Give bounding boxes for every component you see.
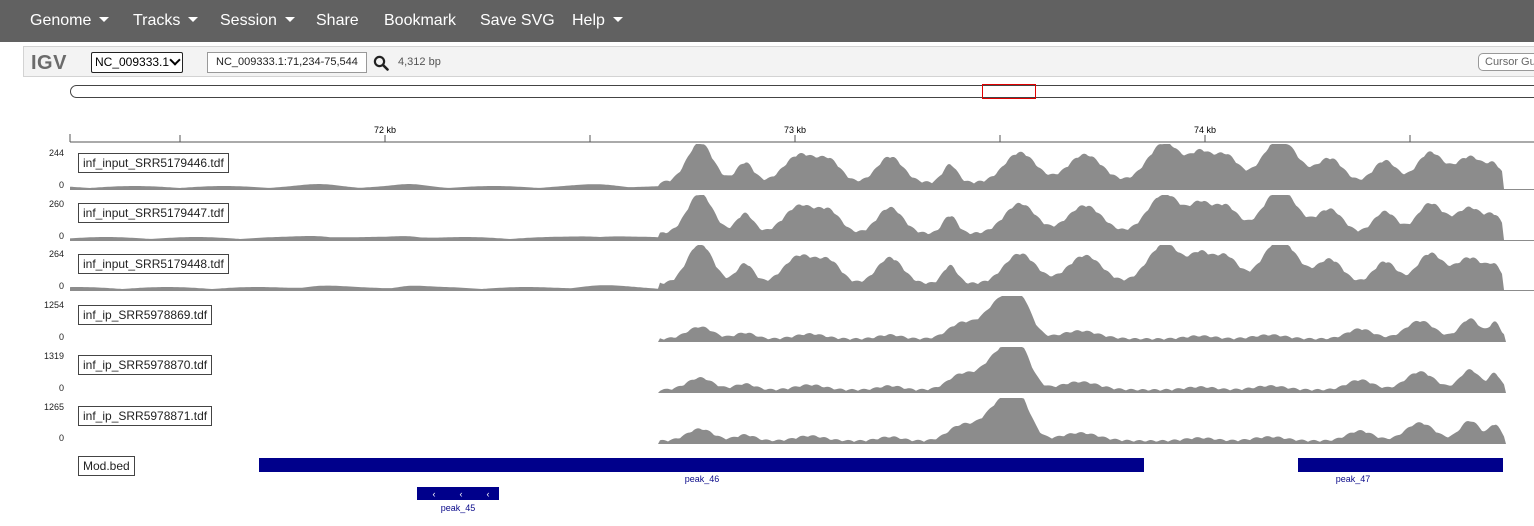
feature-peak-47[interactable] (1298, 458, 1503, 472)
menu-session-label: Session (220, 12, 277, 29)
menu-genome-label: Genome (30, 12, 92, 29)
ruler-label-72kb: 72 kb (374, 125, 396, 135)
coverage-area (70, 245, 1534, 291)
track-scale-min: 0 (58, 231, 64, 241)
track-scale-max: 1265 (43, 402, 64, 412)
chevron-down-icon (188, 17, 199, 22)
feature-peak-45[interactable] (417, 487, 499, 500)
menu-tracks[interactable]: Tracks (133, 0, 199, 42)
track-label-input-1[interactable]: inf_input_SRR5179446.tdf (78, 153, 229, 173)
coverage-track[interactable] (0, 191, 1534, 241)
coverage-area (70, 347, 1534, 393)
ruler-label-74kb: 74 kb (1194, 125, 1216, 135)
feature-label-peak-45: peak_45 (441, 503, 476, 513)
menu-bookmark[interactable]: Bookmark (384, 12, 457, 29)
coverage-area (70, 296, 1534, 342)
menu-genome[interactable]: Genome (30, 0, 110, 42)
track-label-ip-3[interactable]: inf_ip_SRR5978871.tdf (78, 406, 213, 426)
track-label-ip-2[interactable]: inf_ip_SRR5978870.tdf (78, 355, 213, 375)
track-scale-min: 0 (58, 281, 64, 291)
track-scale-min: 0 (58, 433, 64, 443)
chromosome-select[interactable]: NC_009333.1 (91, 52, 183, 73)
cursor-guide-button[interactable]: Cursor Guide (1478, 53, 1534, 71)
coverage-area (70, 144, 1534, 190)
bp-count: 4,312 bp (398, 56, 441, 68)
track-label-input-3[interactable]: inf_input_SRR5179448.tdf (78, 254, 229, 274)
track-label-input-2[interactable]: inf_input_SRR5179447.tdf (78, 203, 229, 223)
strand-arrow-icon: ‹ (433, 489, 436, 499)
chevron-down-icon (612, 17, 623, 22)
chromosome-ideogram[interactable] (70, 85, 1534, 98)
track-label-ip-1[interactable]: inf_ip_SRR5978869.tdf (78, 305, 213, 325)
menu-session[interactable]: Session (220, 0, 295, 42)
coverage-area (70, 398, 1534, 444)
current-region-box (982, 84, 1036, 99)
track-scale-max: 260 (48, 199, 64, 209)
chevron-down-icon (284, 17, 295, 22)
track-label-bed[interactable]: Mod.bed (78, 456, 135, 476)
track-scale-max: 244 (48, 148, 64, 158)
feature-label-peak-46: peak_46 (685, 474, 720, 484)
track-scale-max: 264 (48, 249, 64, 259)
menu-share[interactable]: Share (316, 12, 359, 29)
menu-tracks-label: Tracks (133, 12, 181, 29)
igv-logo: IGV (31, 52, 67, 74)
track-scale-min: 0 (58, 180, 64, 190)
menu-save-svg[interactable]: Save SVG (480, 12, 555, 29)
track-scale-max: 1319 (43, 351, 64, 361)
menu-help-label: Help (572, 12, 605, 29)
track-scale-min: 0 (58, 332, 64, 342)
locus-input[interactable]: NC_009333.1:71,234-75,544 (207, 52, 367, 73)
coverage-track[interactable] (0, 241, 1534, 291)
strand-arrow-icon: ‹ (460, 489, 463, 499)
chevron-down-icon (169, 54, 181, 66)
top-menu-bar: Genome Tracks Session Share Bookmark Sav… (0, 0, 1534, 42)
feature-peak-46[interactable] (259, 458, 1144, 472)
menu-help[interactable]: Help (572, 0, 623, 42)
bed-track: peak_46 peak_47 ‹ ‹ ‹ peak_45 (259, 458, 1503, 513)
chevron-down-icon (99, 17, 110, 22)
ruler-label-73kb: 73 kb (784, 125, 806, 135)
coverage-track[interactable] (0, 292, 1534, 342)
track-scale-min: 0 (58, 383, 64, 393)
search-icon[interactable] (373, 55, 389, 71)
coverage-track[interactable] (0, 394, 1534, 444)
track-scale-max: 1254 (43, 300, 64, 310)
coverage-track[interactable] (0, 140, 1534, 190)
feature-label-peak-47: peak_47 (1336, 474, 1371, 484)
coverage-area (70, 195, 1534, 241)
chromosome-value: NC_009333.1 (95, 55, 170, 69)
strand-arrow-icon: ‹ (487, 489, 490, 499)
coverage-track[interactable] (0, 343, 1534, 393)
ruler: 72 kb 73 kb 74 kb (69, 125, 1534, 143)
